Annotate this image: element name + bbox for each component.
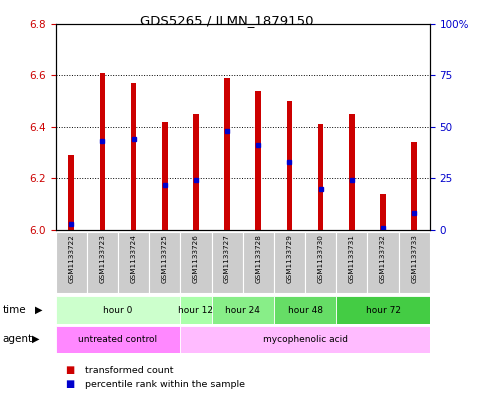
Bar (118, 232, 149, 293)
Text: ▶: ▶ (32, 334, 40, 344)
Bar (56, 326, 180, 353)
Text: hour 24: hour 24 (225, 306, 260, 314)
Text: time: time (2, 305, 26, 315)
Bar (149, 232, 180, 293)
Bar (305, 232, 336, 293)
Bar (180, 296, 212, 324)
Bar (56, 296, 180, 324)
Text: agent: agent (2, 334, 32, 344)
Bar (318, 124, 324, 230)
Text: GSM1133727: GSM1133727 (224, 234, 230, 283)
Bar (87, 232, 118, 293)
Text: GDS5265 / ILMN_1879150: GDS5265 / ILMN_1879150 (140, 14, 314, 27)
Bar (380, 194, 386, 230)
Bar (287, 101, 292, 230)
Bar (212, 232, 242, 293)
Bar (99, 73, 105, 230)
Bar (180, 326, 430, 353)
Text: ■: ■ (65, 365, 74, 375)
Text: mycophenolic acid: mycophenolic acid (263, 335, 348, 343)
Bar (256, 91, 261, 230)
Bar (274, 232, 305, 293)
Bar (162, 121, 168, 230)
Text: GSM1133723: GSM1133723 (99, 234, 105, 283)
Text: GSM1133728: GSM1133728 (256, 234, 261, 283)
Text: GSM1133724: GSM1133724 (130, 234, 137, 283)
Bar (212, 296, 274, 324)
Bar (412, 142, 417, 230)
Text: ■: ■ (65, 379, 74, 389)
Bar (242, 232, 274, 293)
Bar (336, 232, 368, 293)
Text: hour 0: hour 0 (103, 306, 133, 314)
Text: untreated control: untreated control (78, 335, 157, 343)
Bar (349, 114, 355, 230)
Bar (224, 78, 230, 230)
Text: transformed count: transformed count (85, 366, 173, 375)
Text: GSM1133733: GSM1133733 (411, 234, 417, 283)
Text: hour 12: hour 12 (178, 306, 213, 314)
Text: GSM1133729: GSM1133729 (286, 234, 293, 283)
Bar (193, 114, 199, 230)
Bar (131, 83, 136, 230)
Text: percentile rank within the sample: percentile rank within the sample (85, 380, 244, 389)
Bar (368, 232, 398, 293)
Text: GSM1133726: GSM1133726 (193, 234, 199, 283)
Text: GSM1133731: GSM1133731 (349, 234, 355, 283)
Text: GSM1133732: GSM1133732 (380, 234, 386, 283)
Text: hour 72: hour 72 (366, 306, 400, 314)
Text: GSM1133722: GSM1133722 (68, 234, 74, 283)
Text: GSM1133725: GSM1133725 (162, 234, 168, 283)
Bar (398, 232, 430, 293)
Text: ▶: ▶ (35, 305, 43, 315)
Bar (180, 232, 212, 293)
Text: hour 48: hour 48 (287, 306, 323, 314)
Bar (68, 155, 74, 230)
Bar (274, 296, 336, 324)
Bar (336, 296, 430, 324)
Bar (56, 232, 87, 293)
Text: GSM1133730: GSM1133730 (318, 234, 324, 283)
